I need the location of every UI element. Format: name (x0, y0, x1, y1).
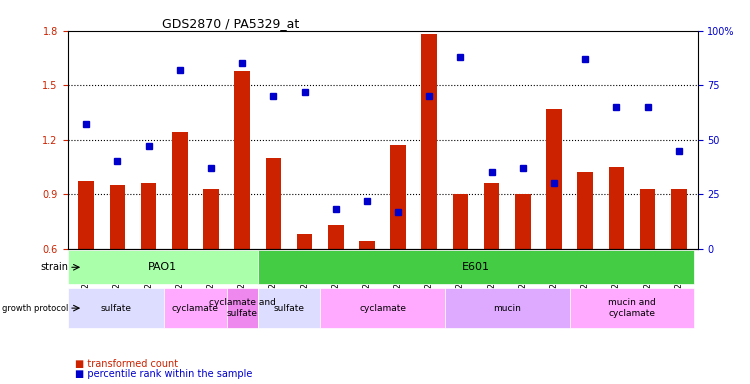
FancyBboxPatch shape (570, 288, 694, 328)
Bar (422, 34, 437, 248)
Bar (578, 172, 593, 248)
Text: ■ percentile rank within the sample: ■ percentile rank within the sample (75, 369, 252, 379)
Text: E601: E601 (462, 262, 490, 272)
Text: PAO1: PAO1 (148, 262, 177, 272)
Bar (390, 145, 406, 248)
FancyBboxPatch shape (258, 288, 320, 328)
Bar (484, 183, 500, 248)
Bar (203, 189, 219, 248)
Bar (546, 109, 562, 248)
FancyBboxPatch shape (320, 288, 445, 328)
Bar (640, 189, 656, 248)
Text: mucin and
cyclamate: mucin and cyclamate (608, 298, 656, 318)
Bar (297, 234, 312, 248)
Text: cyclamate and
sulfate: cyclamate and sulfate (209, 298, 275, 318)
Text: ■ transformed count: ■ transformed count (75, 359, 178, 369)
Bar (328, 225, 344, 248)
Bar (79, 181, 94, 248)
Text: strain: strain (40, 262, 68, 272)
Text: sulfate: sulfate (274, 304, 304, 313)
Text: cyclamate: cyclamate (172, 304, 219, 313)
Text: mucin: mucin (494, 304, 521, 313)
Text: growth protocol: growth protocol (2, 304, 68, 313)
FancyBboxPatch shape (164, 288, 226, 328)
Text: GDS2870 / PA5329_at: GDS2870 / PA5329_at (162, 17, 299, 30)
Bar (515, 194, 531, 248)
Text: cyclamate: cyclamate (359, 304, 406, 313)
Bar (608, 167, 624, 248)
FancyBboxPatch shape (68, 288, 164, 328)
Bar (359, 241, 375, 248)
Bar (234, 71, 250, 248)
Bar (453, 194, 468, 248)
Bar (172, 132, 188, 248)
Bar (110, 185, 125, 248)
Bar (141, 183, 157, 248)
Text: sulfate: sulfate (100, 304, 131, 313)
FancyBboxPatch shape (445, 288, 570, 328)
FancyBboxPatch shape (258, 250, 694, 284)
FancyBboxPatch shape (68, 250, 258, 284)
Bar (266, 158, 281, 248)
Bar (671, 189, 686, 248)
FancyBboxPatch shape (226, 288, 258, 328)
